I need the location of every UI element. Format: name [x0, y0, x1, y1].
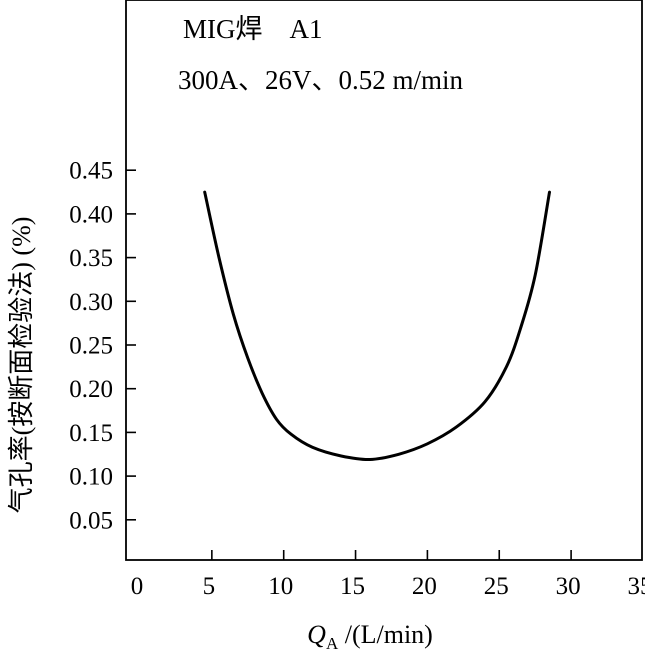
y-axis-ticks: 0.05 0.10 0.15 0.20 0.25 0.30 0.35 0.40 0.45: [69, 158, 136, 534]
y-tick-label: 0.40: [69, 201, 113, 228]
x-tick-label: 20: [412, 573, 437, 600]
x-tick-label: 10: [268, 573, 293, 600]
x-tick-label: 25: [484, 573, 509, 600]
x-tick-label: 15: [340, 573, 365, 600]
y-tick-label: 0.35: [69, 245, 113, 272]
x-axis-ticks: 0 5 10 15 20 25 30 35: [131, 550, 645, 600]
y-tick-label: 0.15: [69, 420, 113, 447]
x-axis-title: QA /(L/min): [307, 620, 433, 653]
y-tick-label: 0.05: [69, 507, 113, 534]
y-tick-label: 0.30: [69, 289, 113, 316]
annotation-process: MIG焊 A1: [183, 14, 323, 44]
x-tick-label: 30: [556, 573, 581, 600]
y-tick-label: 0.20: [69, 376, 113, 403]
y-axis-title: 气孔率(按断面检验法) (%): [7, 217, 36, 514]
series-layer: [203, 190, 551, 462]
x-tick-label: 35: [627, 573, 645, 600]
y-tick-label: 0.10: [69, 464, 113, 491]
plot-frame: [125, 0, 643, 561]
y-tick-label: 0.45: [69, 158, 113, 185]
series-line: [203, 190, 551, 462]
annotation-parameters: 300A、26V、0.52 m/min: [178, 65, 464, 95]
x-tick-label: 5: [203, 573, 216, 600]
y-tick-label: 0.25: [69, 333, 113, 360]
x-tick-label: 0: [131, 573, 144, 600]
